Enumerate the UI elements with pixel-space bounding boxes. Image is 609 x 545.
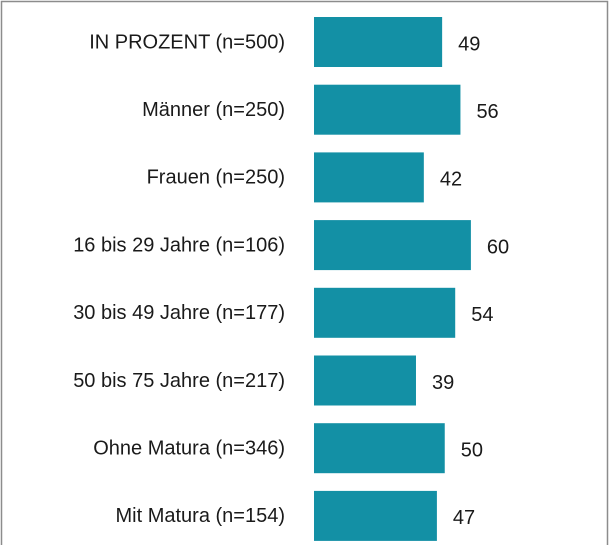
category-label: Männer (n=250) [142,99,285,121]
bar [314,220,471,271]
bar [314,84,461,135]
bar [314,490,437,541]
category-label: Frauen (n=250) [147,167,285,189]
value-label: 47 [453,507,475,529]
value-label: 39 [432,372,454,394]
value-label: 49 [458,33,480,55]
bar [314,152,424,203]
bar [314,17,443,67]
category-label: 16 bis 29 Jahre (n=106) [73,234,285,256]
bar [314,355,416,406]
category-label: 50 bis 75 Jahre (n=217) [73,370,285,392]
value-label: 42 [440,169,462,191]
category-label: Ohne Matura (n=346) [93,437,285,459]
bar [314,423,445,474]
value-label: 60 [487,236,509,258]
category-label: Mit Matura (n=154) [115,505,285,527]
value-label: 54 [471,304,493,326]
value-label: 50 [461,439,483,461]
bar [314,287,456,338]
category-label: IN PROZENT (n=500) [89,31,285,53]
category-label: 30 bis 49 Jahre (n=177) [73,302,285,324]
value-label: 56 [476,101,498,123]
